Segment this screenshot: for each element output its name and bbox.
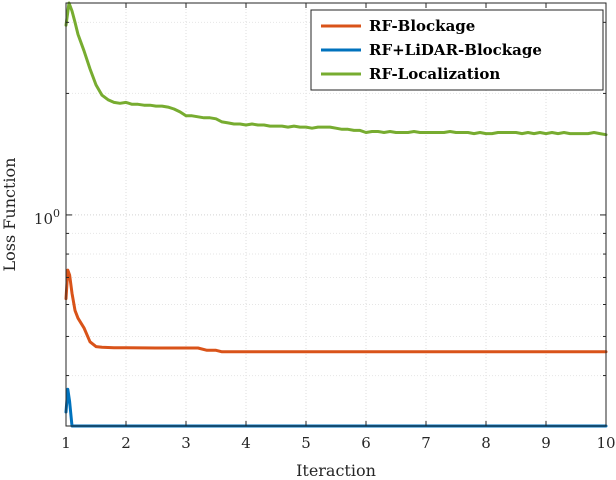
- series-line-rf-localization: [64, 1, 608, 137]
- legend-label-rf-lidar-blockage: RF+LiDAR-Blockage: [369, 41, 542, 59]
- x-tick-label: 1: [61, 434, 71, 452]
- x-tick-labels: 1 2 3 4 5 6 7 8 9 10: [61, 434, 615, 452]
- x-axis-label: Iteraction: [296, 461, 376, 480]
- x-tick-label: 10: [596, 434, 615, 452]
- legend-items: RF-Blockage RF+LiDAR-Blockage RF-Localizat…: [321, 17, 542, 83]
- tick-marks: [65, 3, 607, 427]
- y-axis-label: Loss Function: [0, 158, 19, 272]
- legend-label-rf-blockage: RF-Blockage: [369, 17, 475, 35]
- x-tick-label: 8: [481, 434, 491, 452]
- x-tick-label: 7: [421, 434, 431, 452]
- legend: RF-Blockage RF+LiDAR-Blockage RF-Localizat…: [310, 9, 604, 91]
- x-tick-label: 2: [121, 434, 131, 452]
- y-tick-exponent: 0: [53, 207, 60, 220]
- y-tick-base: 10: [34, 210, 53, 228]
- series-line-rf-blockage: [64, 268, 608, 354]
- x-tick-label: 4: [241, 434, 251, 452]
- x-tick-label: 3: [181, 434, 191, 452]
- y-tick-label-10-0: 100: [34, 207, 60, 228]
- x-tick-label: 6: [361, 434, 371, 452]
- legend-label-rf-localization: RF-Localization: [369, 65, 500, 83]
- x-tick-label: 9: [541, 434, 551, 452]
- x-tick-label: 5: [301, 434, 311, 452]
